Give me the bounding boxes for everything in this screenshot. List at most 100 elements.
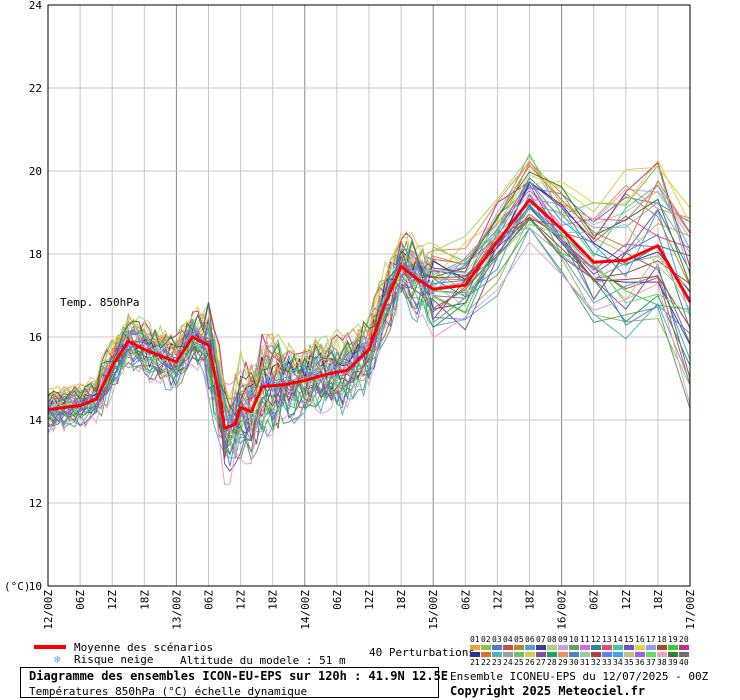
member-swatch [613, 645, 623, 650]
member-line-34 [47, 180, 691, 433]
member-number: 31 [580, 658, 590, 667]
y-tick-label: 18 [29, 248, 42, 261]
x-tick-label: 12Z [620, 590, 633, 610]
member-line-40 [47, 218, 691, 441]
ensemble-run-label: Ensemble ICONEU-EPS du 12/07/2025 - 00Z [450, 670, 709, 683]
member-number: 07 [536, 635, 546, 644]
member-number: 24 [503, 658, 513, 667]
member-swatch [646, 645, 656, 650]
member-swatch [536, 645, 546, 650]
member-swatch [547, 652, 557, 657]
x-tick-label: 15/00Z [427, 590, 440, 630]
member-swatch [613, 652, 623, 657]
member-line-39 [47, 171, 691, 417]
y-tick-label: 14 [29, 414, 43, 427]
member-number: 11 [580, 635, 590, 644]
member-swatch [646, 652, 656, 657]
member-number: 34 [613, 658, 623, 667]
member-swatch [635, 652, 645, 657]
member-swatch [514, 652, 524, 657]
x-tick-label: 16/00Z [556, 590, 569, 630]
x-tick-label: 06Z [203, 590, 216, 610]
member-number: 19 [668, 635, 678, 644]
x-tick-label: 17/00Z [684, 590, 697, 630]
member-number: 18 [657, 635, 667, 644]
member-number: 03 [492, 635, 502, 644]
member-swatch [624, 645, 634, 650]
member-number: 28 [547, 658, 557, 667]
member-line-28 [47, 207, 691, 456]
member-swatch [602, 645, 612, 650]
member-swatch [558, 652, 568, 657]
member-number: 21 [470, 658, 480, 667]
axes [47, 4, 691, 587]
member-number: 32 [591, 658, 601, 667]
member-number: 16 [635, 635, 645, 644]
chart-subtitle: Températures 850hPa (°C) échelle dynamiq… [29, 685, 308, 698]
member-line-26 [47, 166, 691, 402]
member-number: 35 [624, 658, 634, 667]
x-tick-labels: 12/00Z 06Z 12Z 18Z 13/00Z 06Z 12Z 18Z 14/00Z 06Z 1… [42, 590, 697, 630]
legend-mean-label: Moyenne des scénarios [74, 641, 213, 654]
member-number: 30 [569, 658, 579, 667]
member-swatch [580, 645, 590, 650]
member-number: 13 [602, 635, 612, 644]
x-tick-label: 18Z [138, 590, 151, 610]
x-tick-label: 18Z [652, 590, 665, 610]
x-tick-label: 12/00Z [42, 590, 55, 630]
member-swatch-grid: 01 02 03 04 05 06 07 08 09 10 11 12 13 14 15 16 17 18 19 20… [470, 635, 689, 667]
member-swatch [657, 645, 667, 650]
y-tick-label: 16 [29, 331, 42, 344]
mean-series-line [47, 198, 692, 430]
member-number: 22 [481, 658, 491, 667]
member-swatch [514, 645, 524, 650]
member-number: 36 [635, 658, 645, 667]
member-number: 15 [624, 635, 634, 644]
member-swatch [503, 645, 513, 650]
x-tick-label: 12Z [106, 590, 119, 610]
member-number: 04 [503, 635, 513, 644]
member-swatch [624, 652, 634, 657]
member-number: 20 [679, 635, 689, 644]
member-number: 17 [646, 635, 656, 644]
x-tick-label: 18Z [524, 590, 537, 610]
member-swatch [580, 652, 590, 657]
member-number: 09 [558, 635, 568, 644]
member-swatch [602, 652, 612, 657]
annotation-temp-850: Temp. 850hPa [60, 296, 139, 309]
member-number: 29 [558, 658, 568, 667]
member-swatch [547, 645, 557, 650]
member-swatch [657, 652, 667, 657]
x-tick-label: 18Z [395, 590, 408, 610]
grid [47, 4, 691, 587]
member-number: 05 [514, 635, 524, 644]
member-number: 39 [668, 658, 678, 667]
y-tick-label: 12 [29, 497, 42, 510]
member-number: 23 [492, 658, 502, 667]
member-number: 06 [525, 635, 535, 644]
member-swatch [569, 645, 579, 650]
member-swatch [470, 645, 480, 650]
x-tick-label: 12Z [235, 590, 248, 610]
x-tick-label: 06Z [588, 590, 601, 610]
chart-title: Diagramme des ensembles ICON-EU-EPS sur … [29, 669, 449, 683]
x-tick-label: 18Z [267, 590, 280, 610]
member-swatch [492, 652, 502, 657]
x-tick-label: 12Z [363, 590, 376, 610]
member-swatch [558, 645, 568, 650]
member-swatch [668, 645, 678, 650]
footer-title-box: Diagramme des ensembles ICON-EU-EPS sur … [20, 667, 448, 698]
member-number: 10 [569, 635, 579, 644]
member-swatch [591, 652, 601, 657]
member-swatch [569, 652, 579, 657]
member-swatch [525, 645, 535, 650]
legend-snow-label: Risque neige [74, 653, 153, 666]
y-tick-label: 24 [29, 0, 43, 12]
member-number: 02 [481, 635, 491, 644]
mean-line-group [47, 198, 692, 430]
plot-frame [47, 4, 691, 587]
y-tick-labels: 10 12 14 16 18 20 22 24 [29, 0, 43, 593]
member-number: 40 [679, 658, 689, 667]
member-number: 14 [613, 635, 623, 644]
